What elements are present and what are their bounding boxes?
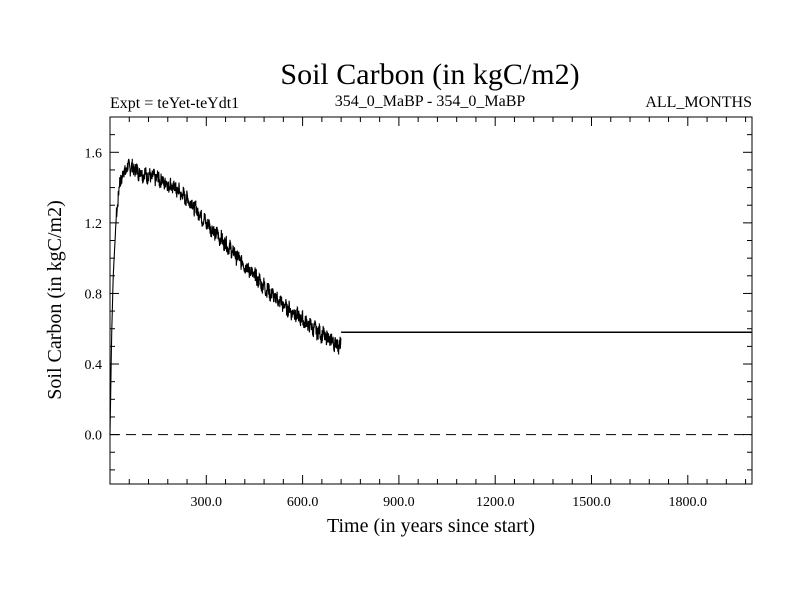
y-tick-label: 0.4 bbox=[85, 358, 103, 373]
chart-title: Soil Carbon (in kgC/m2) bbox=[280, 58, 579, 91]
y-tick-label: 1.2 bbox=[85, 217, 103, 232]
x-tick-label: 1500.0 bbox=[572, 495, 611, 510]
plot-area bbox=[109, 158, 752, 436]
y-tick-label: 1.6 bbox=[85, 146, 103, 161]
experiment-label: Expt = teYet-teYdt1 bbox=[110, 95, 239, 112]
series-line-1 bbox=[109, 158, 342, 435]
x-tick-label: 600.0 bbox=[287, 495, 319, 510]
axis-ticks: 300.0 600.0 900.0 1200.0 1500.0 1800.0 0.0 0.4 0… bbox=[85, 116, 752, 510]
y-tick-label: 0.0 bbox=[85, 429, 103, 444]
y-tick-label: 0.8 bbox=[85, 287, 103, 302]
x-tick-label: 1200.0 bbox=[476, 495, 515, 510]
x-tick-label: 900.0 bbox=[383, 495, 415, 510]
x-axis-label: Time (in years since start) bbox=[327, 515, 535, 537]
x-tick-label: 1800.0 bbox=[669, 495, 708, 510]
plot-frame bbox=[109, 116, 753, 485]
months-label: ALL_MONTHS bbox=[645, 94, 752, 111]
x-tick-label: 300.0 bbox=[191, 495, 223, 510]
y-axis-label: Soil Carbon (in kgC/m2) bbox=[44, 200, 66, 399]
period-label: 354_0_MaBP - 354_0_MaBP bbox=[335, 93, 526, 110]
